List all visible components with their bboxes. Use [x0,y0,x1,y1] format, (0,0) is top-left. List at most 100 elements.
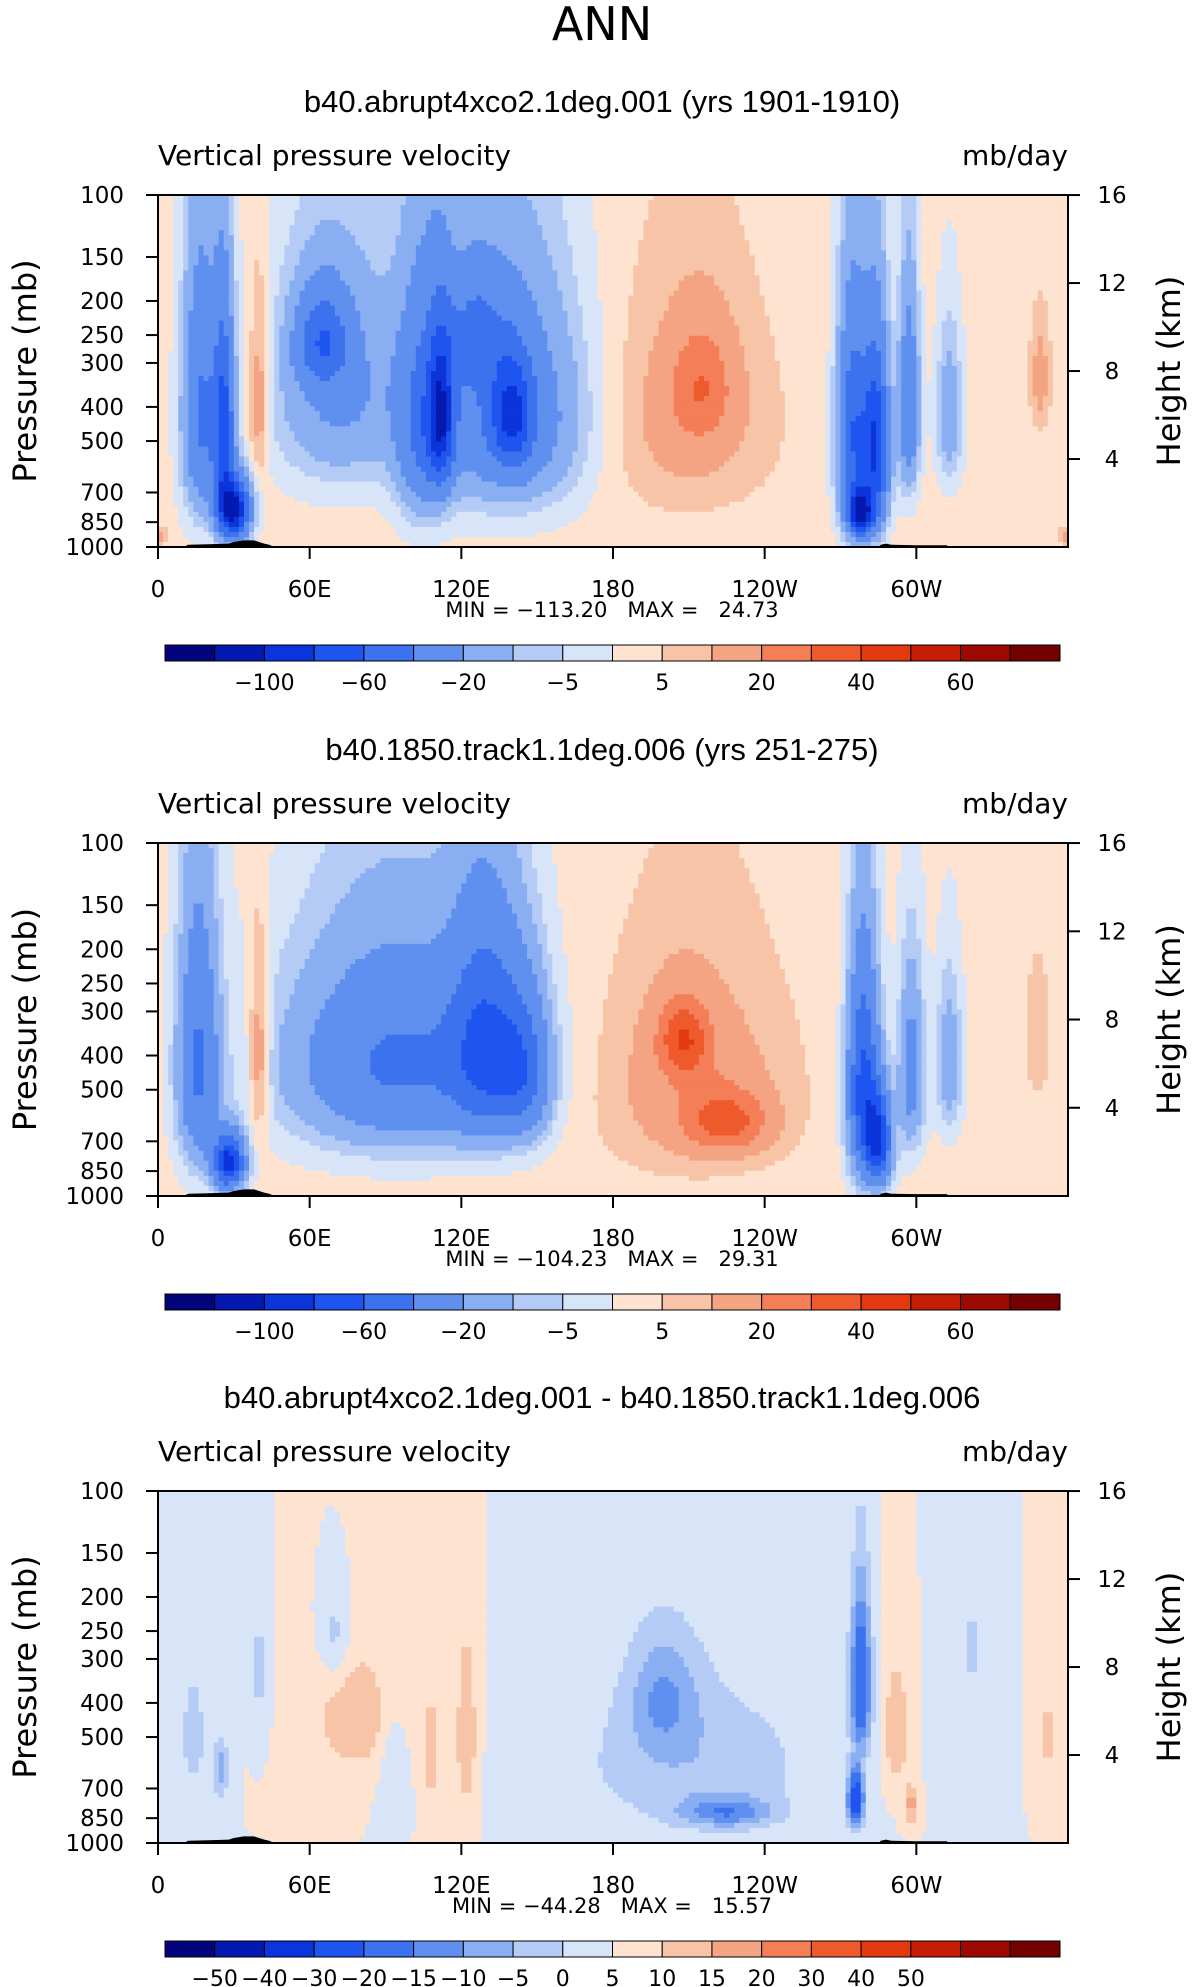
y-tick-label: 1000 [65,1184,124,1210]
land-mask-africa [183,540,275,547]
chart-title: b40.abrupt4xco2.1deg.001 (yrs 1901-1910) [304,84,900,119]
y-tick-label: 300 [80,1647,124,1673]
x-tick-label: 0 [151,577,166,603]
colorbar-box [910,1293,962,1311]
colorbar-box [761,644,812,662]
colorbar-label: −60 [341,1320,387,1345]
y-tick-label: 700 [80,1129,124,1155]
colorbar-label: 60 [947,1320,975,1345]
colorbar-box [363,1293,415,1311]
y-tick-label: 150 [80,893,124,919]
y-tick-label: 150 [80,1541,124,1567]
y-tick-label: 850 [80,1159,124,1185]
colorbar-box [263,1293,315,1311]
y-tick-label: 200 [80,1585,124,1611]
colorbar-label: 5 [655,671,669,696]
colorbar-box [661,1293,713,1311]
chart-panel-2: b40.1850.track1.1deg.006 (yrs 251-275) Ve… [6,732,1188,1345]
height-tick-label: 16 [1097,183,1126,209]
y-tick-label: 250 [80,323,124,349]
colorbar-label: 20 [748,1320,776,1345]
colorbar-label: −5 [547,1320,579,1345]
y-axis-title: Pressure (mb) [6,259,44,482]
units-label: mb/day [962,139,1068,172]
colorbar-box [960,644,1011,662]
colorbar-box [1009,1293,1061,1311]
colorbar-box [562,644,613,662]
x-tick-label: 60W [890,1226,942,1252]
colorbar-box [512,1940,564,1958]
colorbar-label: −5 [497,1967,529,1987]
y-tick-label: 100 [80,183,124,209]
height-tick-label: 4 [1105,1743,1120,1769]
height-tick-label: 8 [1105,1655,1120,1681]
colorbar-box [313,1940,365,1958]
y-tick-label: 400 [80,1044,124,1070]
colorbar-box [810,1940,862,1958]
y-tick-label: 250 [80,971,124,997]
y-tick-label: 300 [80,999,124,1025]
variable-label: Vertical pressure velocity [158,1435,511,1468]
colorbar-box [661,644,713,662]
contour-field [158,843,1068,1196]
colorbar-box [512,1293,564,1311]
colorbar-label: −30 [291,1967,337,1987]
y-tick-label: 1000 [65,1831,124,1857]
colorbar-box [413,644,464,662]
colorbar-label: −15 [390,1967,436,1987]
land-mask-africa [183,1836,275,1843]
height-tick-label: 8 [1105,359,1120,385]
colorbar-label: −20 [440,1320,486,1345]
y-tick-label: 1000 [65,535,124,561]
colorbar-box [462,644,514,662]
colorbar-label: −100 [234,1320,294,1345]
colorbar-label: 40 [847,671,875,696]
y-tick-label: 500 [80,1078,124,1104]
chart-title: b40.1850.track1.1deg.006 (yrs 251-275) [325,732,878,767]
units-label: mb/day [962,787,1068,820]
colorbar-label: 5 [606,1967,620,1987]
colorbar-box [164,1293,216,1311]
colorbar-label: 40 [847,1320,875,1345]
colorbar-box [363,644,415,662]
height-tick-label: 12 [1097,919,1126,945]
colorbar-label: 20 [748,1967,776,1987]
y-tick-label: 850 [80,510,124,536]
y-tick-label: 400 [80,395,124,421]
contour-field [158,1491,1068,1843]
colorbar-box [810,1293,862,1311]
colorbar-label: 20 [748,671,776,696]
y-tick-label: 200 [80,289,124,315]
colorbar-label: −40 [241,1967,287,1987]
colorbar-label: 60 [947,671,975,696]
colorbar-label: −20 [440,671,486,696]
colorbar-box [263,644,315,662]
y-tick-label: 100 [80,1479,124,1505]
x-tick-label: 0 [151,1226,166,1252]
x-tick-label: 120W [731,577,798,603]
colorbar-label: 5 [655,1320,669,1345]
colorbar-label: −20 [341,1967,387,1987]
height-tick-label: 8 [1105,1008,1120,1034]
colorbar-box [960,1293,1011,1311]
colorbar-box [1009,1940,1061,1958]
y-tick-label: 150 [80,245,124,271]
land-mask-africa [183,1189,275,1196]
colorbar-box [711,1940,763,1958]
y-tick-label: 850 [80,1806,124,1832]
right-axis-title: Height (km) [1150,924,1188,1115]
colorbar-label: −10 [440,1967,486,1987]
x-tick-label: 180 [591,1226,635,1252]
colorbar-box [214,644,265,662]
colorbar-label: 0 [556,1967,570,1987]
colorbar-box [661,1940,713,1958]
colorbar-box [313,644,365,662]
y-tick-label: 250 [80,1619,124,1645]
variable-label: Vertical pressure velocity [158,787,511,820]
y-tick-label: 100 [80,831,124,857]
colorbar-box [910,644,962,662]
chart-panel-1: b40.abrupt4xco2.1deg.001 (yrs 1901-1910)… [6,84,1188,696]
colorbar-box [761,1293,812,1311]
colorbar-box [910,1940,962,1958]
